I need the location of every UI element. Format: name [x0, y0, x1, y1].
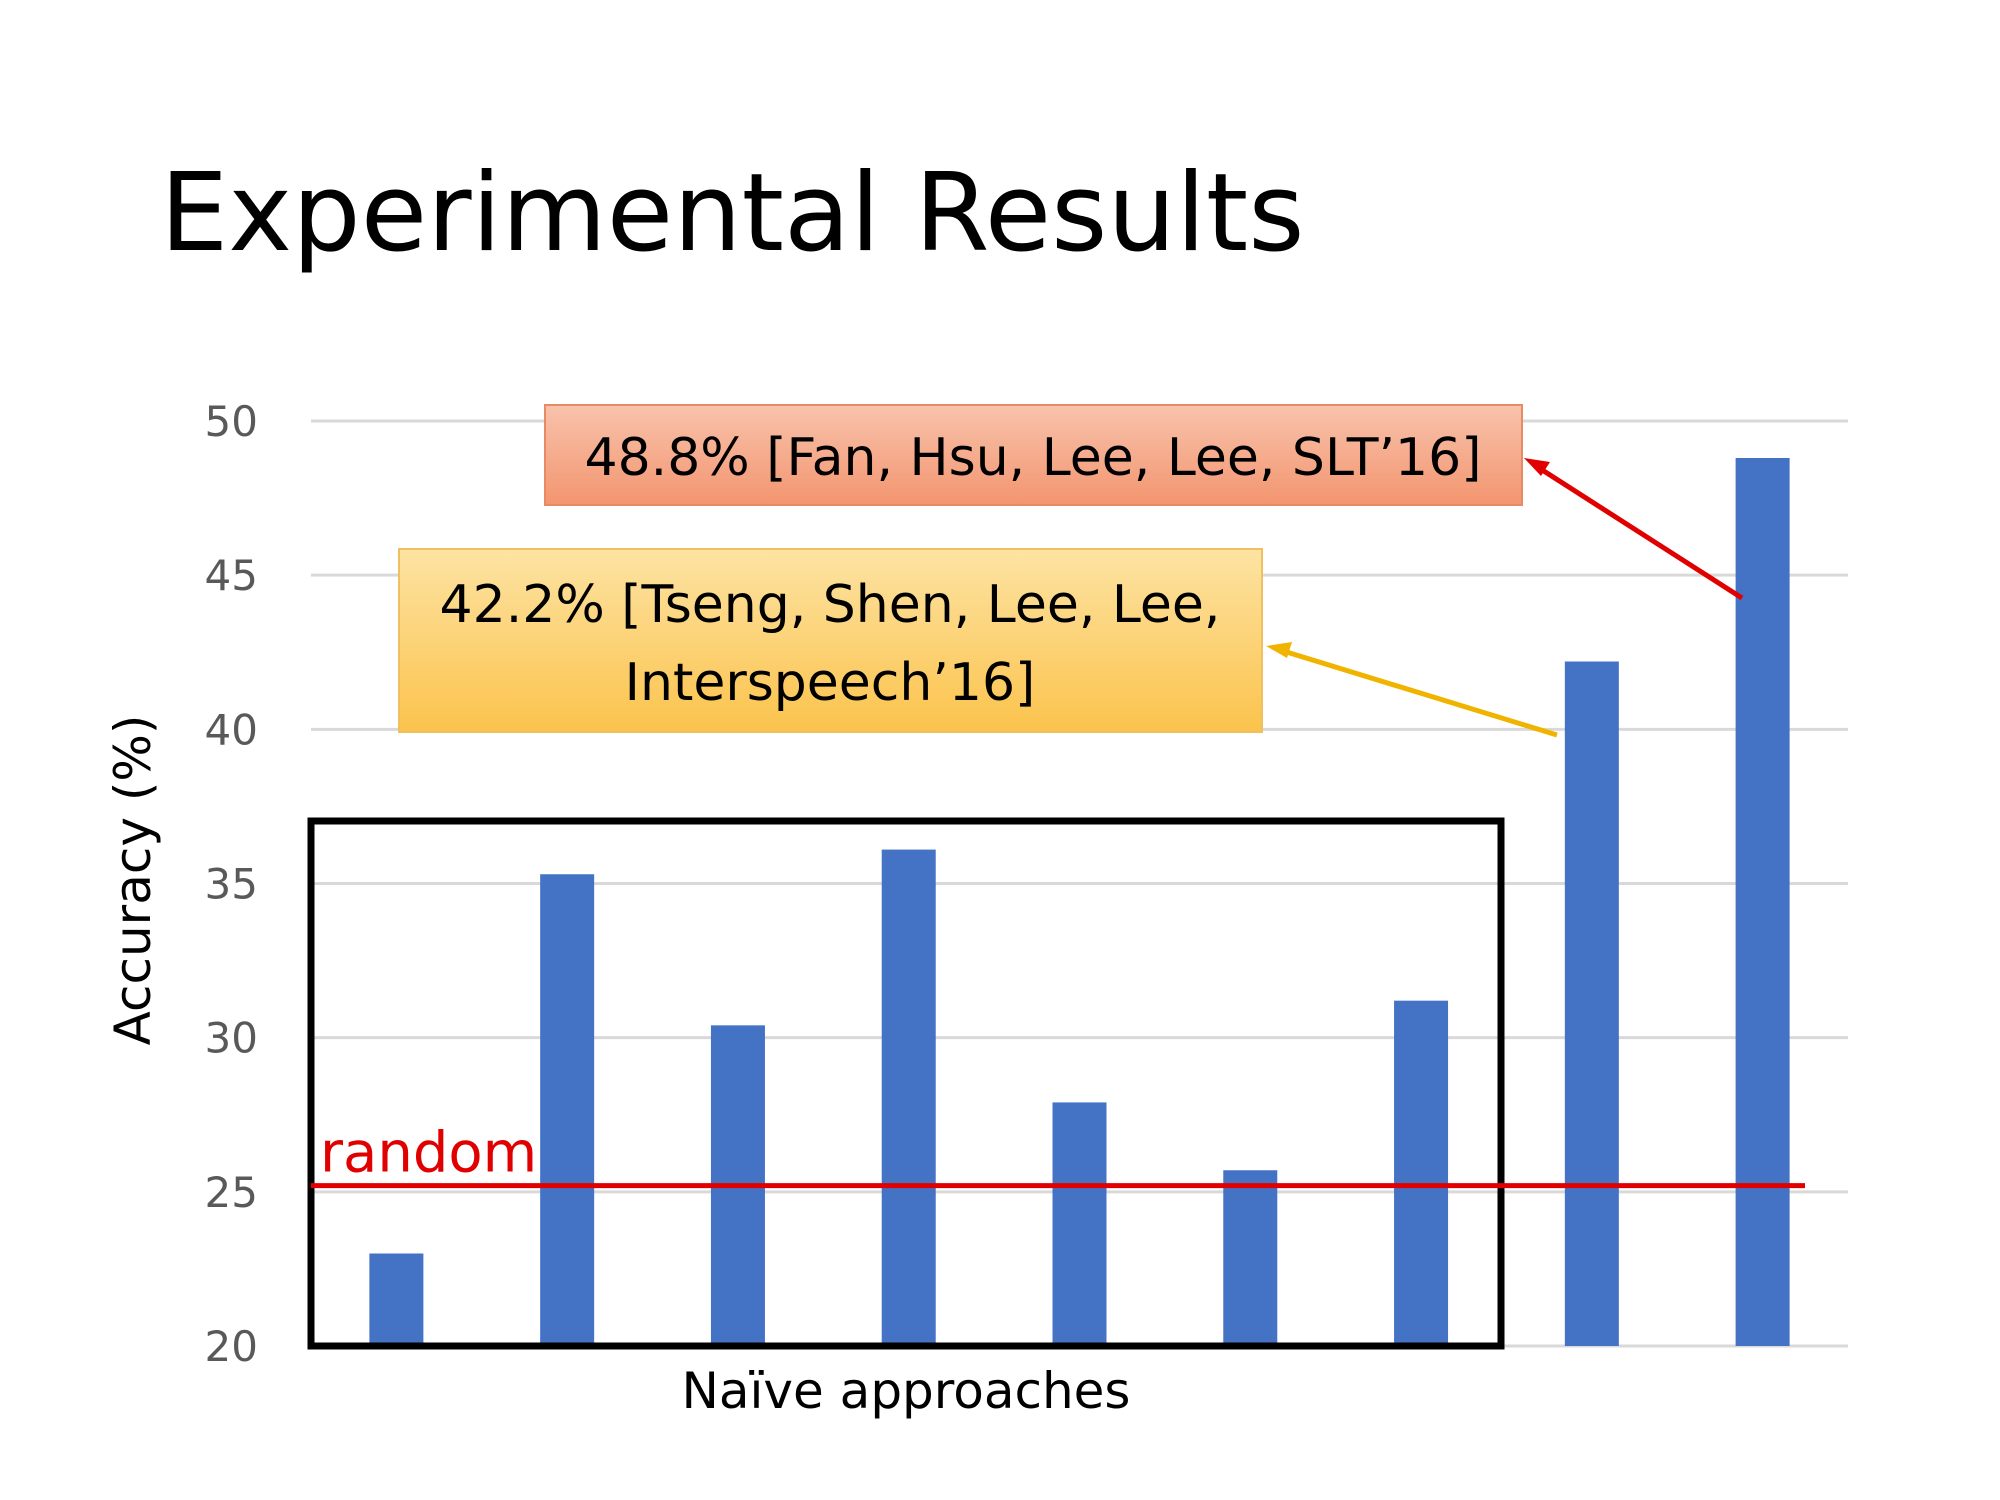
bar-2 — [540, 874, 595, 1346]
y-axis-title: Accuracy (%) — [104, 715, 162, 1046]
random-baseline-label: random — [320, 1121, 537, 1186]
bar-9 — [1735, 458, 1790, 1346]
naive-approaches-box — [307, 817, 1505, 1350]
bar-7 — [1394, 1000, 1449, 1346]
callout-fan-text: 48.8% [Fan, Hsu, Lee, Lee, SLT’16] — [585, 428, 1482, 488]
callout-tseng-arrow — [1279, 647, 1558, 738]
y-tick-labels: 20 25 30 35 40 45 50 — [205, 397, 258, 1371]
callout-tseng-box — [398, 548, 1263, 733]
callout-tseng-arrowhead — [1266, 642, 1292, 658]
callout-fan-arrow — [1534, 463, 1744, 601]
x-axis-title: Naïve approaches — [682, 1362, 1131, 1420]
callout-fan: 48.8% [Fan, Hsu, Lee, Lee, SLT’16] — [544, 404, 1744, 601]
y-tick-label: 20 — [205, 1322, 258, 1371]
bar-5 — [1052, 1102, 1107, 1346]
y-tick-label: 30 — [205, 1014, 258, 1063]
y-tick-label: 25 — [205, 1168, 258, 1217]
slide-title: Experimental Results — [160, 151, 1305, 276]
bar-6 — [1223, 1170, 1278, 1346]
callout-tseng: 42.2% [Tseng, Shen, Lee, Lee, Interspeec… — [398, 548, 1558, 738]
y-tick-label: 50 — [205, 397, 258, 446]
y-tick-label: 45 — [205, 551, 258, 600]
callout-fan-arrowhead — [1524, 458, 1550, 476]
callout-tseng-text-line1: 42.2% [Tseng, Shen, Lee, Lee, — [440, 575, 1221, 635]
bar-4 — [881, 849, 936, 1346]
callout-fan-box — [544, 404, 1523, 506]
y-tick-label: 35 — [205, 860, 258, 909]
bar-8 — [1564, 661, 1619, 1346]
bar-1 — [369, 1253, 424, 1346]
y-tick-label: 40 — [205, 705, 258, 754]
callout-tseng-text-line2: Interspeech’16] — [625, 653, 1036, 713]
